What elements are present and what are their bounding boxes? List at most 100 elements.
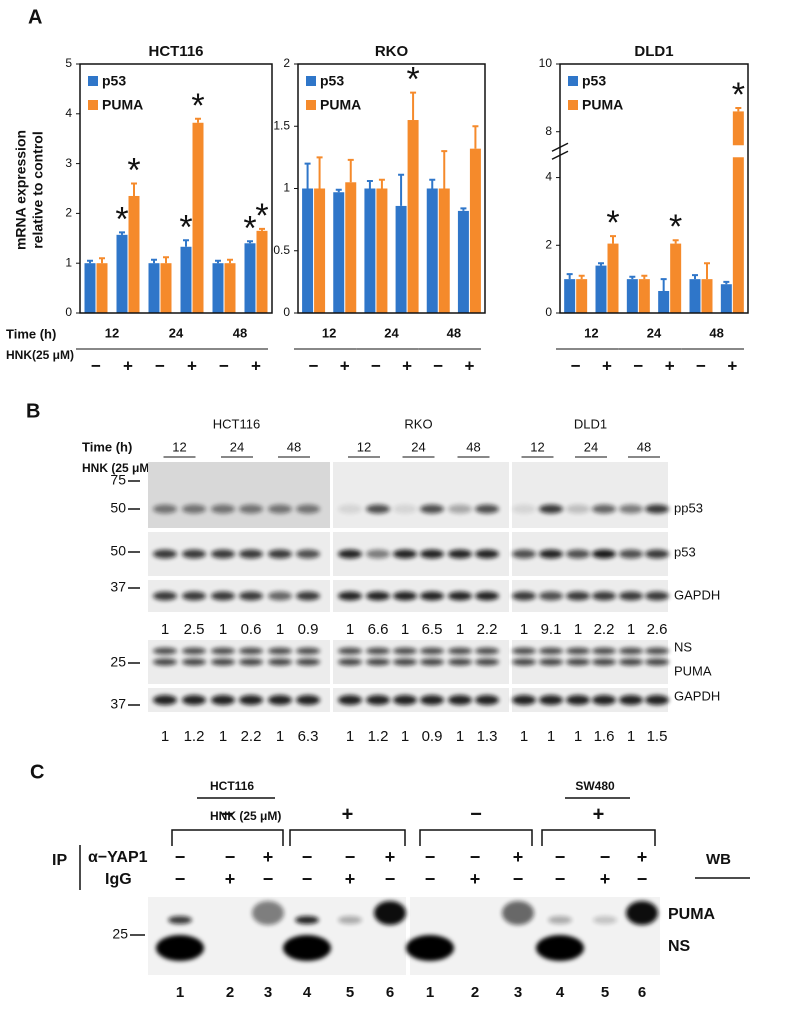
y-tick-label: 0 — [545, 305, 552, 319]
quantification: 1 — [401, 728, 409, 745]
band — [239, 549, 263, 559]
significance-star: * — [606, 204, 619, 242]
band-label: pp53 — [674, 500, 703, 515]
bar — [224, 263, 236, 313]
band — [153, 504, 177, 514]
error-bar — [247, 240, 253, 244]
error-bar — [259, 227, 265, 231]
band — [252, 901, 284, 925]
band — [239, 591, 263, 601]
lane-number: 3 — [514, 984, 522, 1001]
band — [239, 647, 263, 655]
band-label: PUMA — [674, 663, 712, 678]
y-tick-label: 4 — [545, 170, 552, 184]
band — [211, 591, 235, 601]
band — [592, 658, 616, 666]
lane-number: 4 — [556, 984, 565, 1001]
band — [182, 549, 206, 559]
y-tick-label: 1.5 — [273, 118, 290, 132]
bar — [607, 243, 619, 313]
treatment-sign: + — [251, 356, 261, 375]
treatment-sign: + — [464, 356, 474, 375]
band — [338, 504, 362, 514]
significance-star: * — [406, 61, 419, 99]
band — [420, 647, 444, 655]
band — [645, 504, 669, 514]
band — [512, 658, 536, 666]
bar — [595, 265, 607, 313]
treatment-sign: − — [175, 847, 186, 867]
legend-label: p53 — [582, 73, 606, 89]
band — [182, 647, 206, 655]
treatment-sign: − — [555, 869, 566, 889]
time-group: 48 — [287, 439, 301, 454]
band — [393, 647, 417, 655]
treatment-sign: − — [470, 847, 481, 867]
error-bar — [660, 278, 667, 291]
significance-star: * — [191, 87, 204, 125]
band — [153, 695, 177, 705]
bar — [244, 243, 256, 313]
bar — [457, 210, 469, 313]
band — [420, 504, 444, 514]
error-bar — [610, 235, 616, 244]
band — [619, 591, 643, 601]
cell-line: RKO — [404, 416, 432, 431]
quantification: 6.6 — [368, 621, 389, 638]
bar — [658, 290, 670, 313]
band — [448, 647, 472, 655]
band — [366, 504, 390, 514]
time-group: 12 — [172, 439, 186, 454]
treatment-sign: + — [593, 803, 605, 825]
error-bar — [629, 275, 636, 280]
error-bar — [163, 256, 169, 264]
band — [592, 504, 616, 514]
bar — [84, 263, 96, 313]
bar — [638, 279, 650, 313]
band — [268, 504, 292, 514]
band — [539, 504, 563, 514]
band — [296, 504, 320, 514]
band — [448, 504, 472, 514]
band — [296, 549, 320, 559]
treatment-sign: − — [385, 869, 396, 889]
error-bar — [99, 257, 105, 264]
error-bar — [87, 259, 93, 264]
error-bar — [672, 239, 679, 244]
band — [539, 658, 563, 666]
time-group: 12 — [105, 325, 119, 340]
bar — [732, 111, 744, 314]
time-group: 24 — [384, 325, 399, 340]
band — [211, 658, 235, 666]
blot-strip — [410, 897, 660, 975]
treatment-sign: + — [342, 803, 354, 825]
band — [338, 647, 362, 655]
band — [338, 549, 362, 559]
bar — [256, 230, 268, 313]
time-group: 12 — [530, 439, 544, 454]
treatment-sign: − — [263, 869, 274, 889]
band — [448, 695, 472, 705]
lane-number: 2 — [471, 984, 479, 1001]
band — [211, 549, 235, 559]
band — [366, 591, 390, 601]
lane-number: 3 — [264, 984, 272, 1001]
treatment-sign: − — [225, 847, 236, 867]
time-group: 24 — [584, 439, 598, 454]
blot-strip — [333, 462, 509, 528]
lane-number: 6 — [386, 984, 394, 1001]
quantification: 1.6 — [594, 728, 615, 745]
y-tick-label: 4 — [65, 106, 72, 120]
size-marker: 50 — [110, 543, 126, 559]
treatment-sign: − — [91, 356, 101, 375]
significance-star: * — [243, 209, 256, 247]
legend-swatch — [568, 100, 578, 110]
bar — [128, 195, 140, 313]
quantification: 1 — [401, 621, 409, 638]
size-marker: 25 — [110, 654, 126, 670]
bar — [180, 246, 192, 313]
bar — [576, 279, 588, 313]
quantification: 2.6 — [647, 621, 668, 638]
treatment-sign: − — [155, 356, 165, 375]
band — [393, 658, 417, 666]
